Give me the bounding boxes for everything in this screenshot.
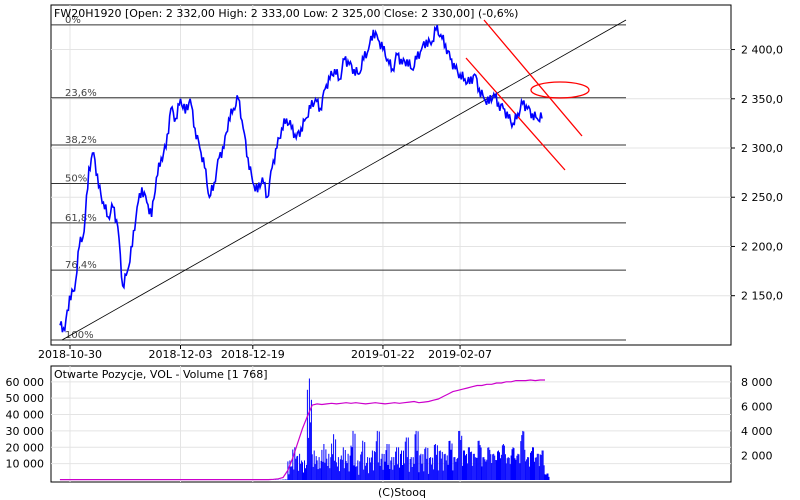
fibonacci-label: 0% bbox=[65, 15, 81, 26]
price-line bbox=[59, 24, 543, 333]
volume-y-tick-label-left: 30 000 bbox=[6, 425, 45, 438]
open-interest-path bbox=[60, 379, 545, 481]
volume-y-tick-label-left: 50 000 bbox=[6, 392, 45, 405]
price-y-tick-label: 2 250,0 bbox=[741, 191, 783, 204]
volume-y-axis-left: 10 000 20 000 30 000 40 000 50 000 60 000 bbox=[6, 376, 45, 471]
date-tick-label: 2018-12-03 bbox=[149, 348, 213, 361]
fibonacci-label: 100% bbox=[65, 330, 94, 341]
fibonacci-label: 38,2% bbox=[65, 135, 97, 146]
price-panel: 0% 23,6% 38,2% 50% 61,8% 76,4% 100% 2 150,0 2 2… bbox=[38, 4, 783, 361]
trend-annotations bbox=[61, 19, 627, 341]
date-x-axis: 2018-10-30 2018-12-03 2018-12-19 2019-01-22… bbox=[38, 345, 492, 361]
fibonacci-label: 23,6% bbox=[65, 88, 97, 99]
fibonacci-label: 50% bbox=[65, 173, 87, 184]
price-y-tick-label: 2 200,0 bbox=[741, 240, 783, 253]
date-tick-label: 2018-10-30 bbox=[38, 348, 102, 361]
volume-y-tick-label-left: 60 000 bbox=[6, 376, 45, 389]
volume-panel: 10 000 20 000 30 000 40 000 50 000 60 000 2 0… bbox=[6, 365, 773, 483]
price-y-tick-label: 2 300,0 bbox=[741, 142, 783, 155]
price-series bbox=[59, 24, 543, 333]
fibonacci-label: 61,8% bbox=[65, 213, 97, 224]
volume-grid bbox=[51, 366, 731, 482]
date-tick-label: 2019-01-22 bbox=[351, 348, 415, 361]
volume-y-tick-label-right: 8 000 bbox=[741, 376, 773, 389]
fibonacci-label: 76,4% bbox=[65, 260, 97, 271]
date-tick-label: 2018-12-19 bbox=[221, 348, 285, 361]
volume-y-axis-right: 2 000 4 000 6 000 8 000 bbox=[741, 376, 773, 463]
volume-y-tick-label-right: 6 000 bbox=[741, 400, 773, 413]
volume-y-tick-label-left: 10 000 bbox=[6, 458, 45, 471]
price-y-tick-label: 2 150,0 bbox=[741, 290, 783, 303]
price-y-axis: 2 150,0 2 200,0 2 250,0 2 300,0 2 350,0 2 400… bbox=[731, 44, 783, 303]
date-tick-label: 2019-02-07 bbox=[428, 348, 492, 361]
price-y-tick-label: 2 350,0 bbox=[741, 93, 783, 106]
fibonacci-levels: 0% 23,6% 38,2% 50% 61,8% 76,4% 100% bbox=[51, 15, 626, 341]
price-chart-header: FW20H1920 [Open: 2 332,00 High: 2 333,00… bbox=[54, 7, 518, 20]
volume-y-tick-label-right: 4 000 bbox=[741, 425, 773, 438]
price-grid bbox=[51, 5, 731, 345]
open-interest-line bbox=[60, 379, 545, 481]
volume-y-tick-label-left: 20 000 bbox=[6, 441, 45, 454]
price-y-tick-label: 2 400,0 bbox=[741, 44, 783, 57]
footer-credit: (C)Stooq bbox=[378, 486, 426, 499]
volume-y-tick-label-left: 40 000 bbox=[6, 409, 45, 422]
volume-y-tick-label-right: 2 000 bbox=[741, 449, 773, 462]
channel-upper-line bbox=[483, 19, 583, 137]
volume-chart-header: Otwarte Pozycje, VOL - Volume [1 768] bbox=[54, 368, 268, 381]
highlight-ellipse bbox=[530, 81, 590, 99]
uptrend-line bbox=[61, 19, 627, 341]
